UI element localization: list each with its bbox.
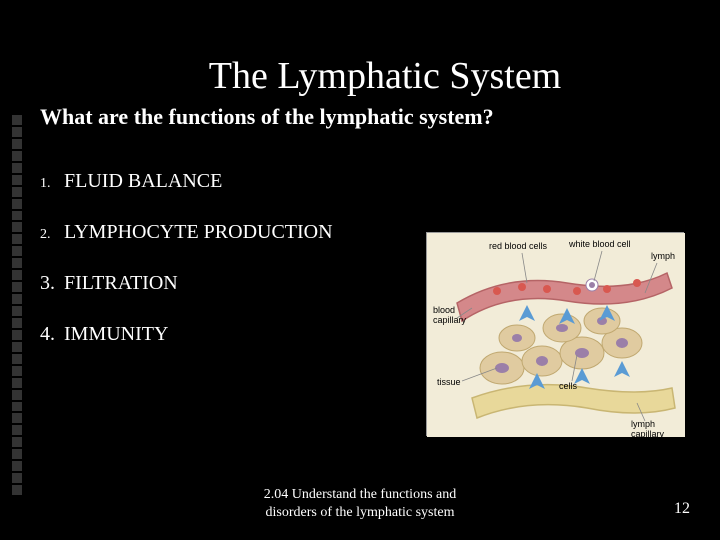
list-text: LYMPHOCYTE PRODUCTION [64, 221, 333, 244]
page-number: 12 [674, 500, 690, 518]
list-item: 1. FLUID BALANCE [40, 170, 720, 193]
list-number: 4. [40, 323, 64, 346]
diagram-svg: red blood cells white blood cell lymph b… [427, 233, 685, 437]
footer-text: 2.04 Understand the functions and disord… [0, 486, 720, 522]
label-lymph: lymph [651, 251, 675, 261]
list-number: 2. [40, 227, 64, 243]
list-text: FILTRATION [64, 272, 178, 295]
slide: The Lymphatic System What are the functi… [0, 0, 720, 540]
slide-title: The Lymphatic System [0, 0, 720, 98]
list-number: 1. [40, 176, 64, 192]
list-text: IMMUNITY [64, 323, 168, 346]
label-white-blood-cell: white blood cell [568, 239, 631, 249]
list-text: FLUID BALANCE [64, 170, 222, 193]
slide-subtitle: What are the functions of the lymphatic … [0, 98, 720, 130]
label-red-blood-cells: red blood cells [489, 241, 548, 251]
label-tissue: tissue [437, 377, 461, 387]
lymphatic-diagram: red blood cells white blood cell lymph b… [426, 232, 684, 436]
label-cells: cells [559, 381, 578, 391]
footer-line1: 2.04 Understand the functions and [264, 487, 456, 502]
list-number: 3. [40, 272, 64, 295]
left-dotted-border [12, 115, 22, 495]
footer-line2: disorders of the lymphatic system [266, 505, 455, 520]
